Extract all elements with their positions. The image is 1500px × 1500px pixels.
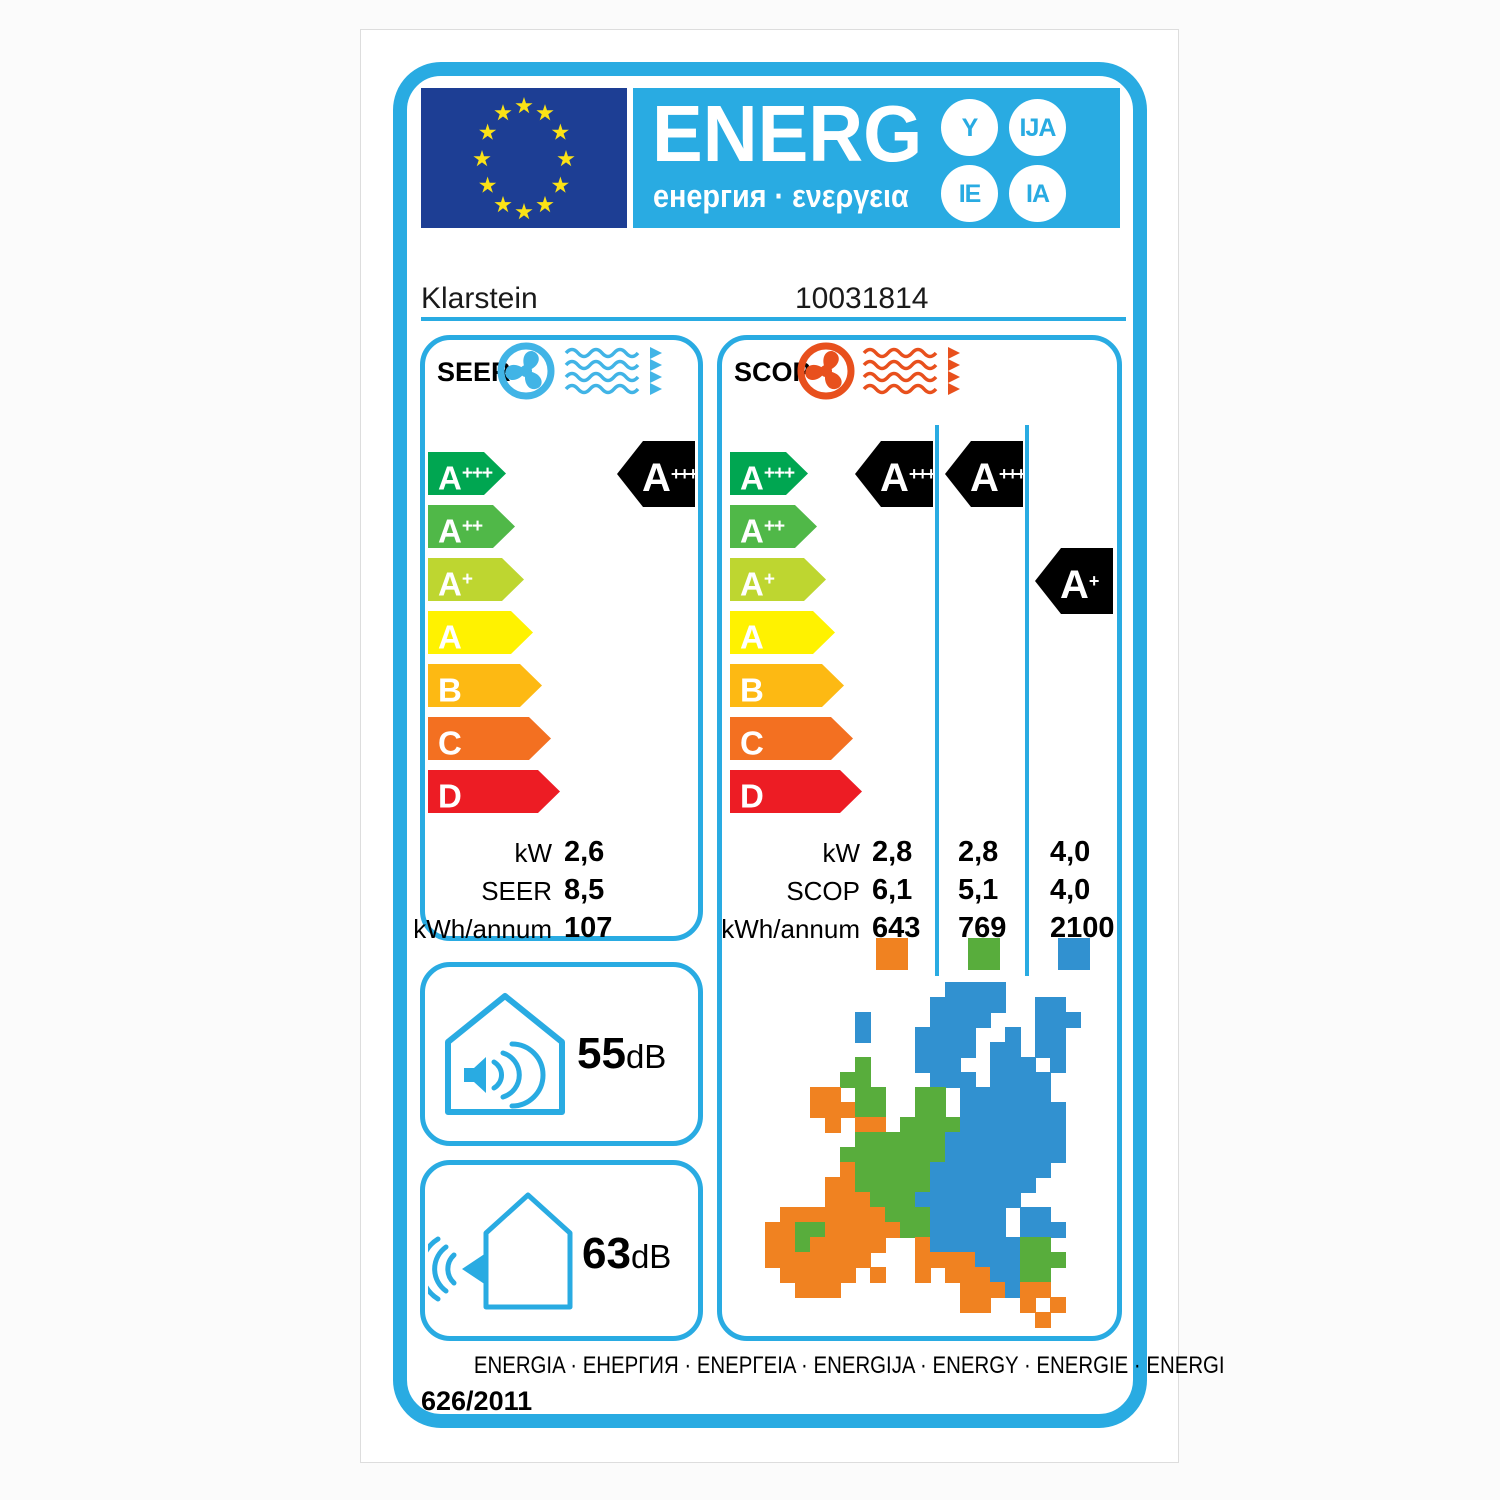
seer-annum-label: kWh/annum	[413, 914, 552, 944]
scop-kw-warm: 2,8	[872, 836, 913, 868]
warm-airflow-icon	[862, 347, 960, 395]
energy-subtext: енергия · ενεργεια	[653, 178, 909, 214]
seer-annum-value: 107	[564, 912, 613, 944]
scop-scop-warm: 6,1	[872, 874, 913, 906]
europe-climate-map	[765, 982, 1081, 1328]
outdoor-noise-panel	[420, 1160, 703, 1341]
seer-kw-value: 2,6	[564, 836, 605, 868]
seer-seer-label: SEER	[481, 876, 552, 906]
cooling-fan-icon	[497, 342, 555, 400]
class-arrow: C	[730, 717, 853, 760]
class-arrow: A+	[730, 558, 826, 601]
class-arrow: A	[730, 611, 835, 654]
model-number: 10031814	[795, 282, 929, 315]
badge-y: Y	[941, 99, 998, 156]
outdoor-noise-value: 63dB	[582, 1229, 672, 1278]
zone-square-cold	[1058, 938, 1090, 970]
class-arrow: C	[428, 717, 551, 760]
scop-scop-cold: 4,0	[1050, 874, 1091, 906]
scop-kw-average: 2,8	[958, 836, 999, 868]
seer-kw-label: kW	[514, 838, 552, 868]
energy-wordmark: ENERG	[652, 89, 923, 178]
eu-stars-icon	[473, 97, 575, 220]
class-arrow: B	[428, 664, 542, 707]
regulation-number: 626/2011	[421, 1386, 533, 1416]
zone-square-warm	[876, 938, 908, 970]
outdoor-noise-icon	[428, 1192, 573, 1310]
footer-languages: ENERGIA · ЕНЕРГИЯ · ENEPΓEIA · ENERGIJA …	[473, 1352, 1225, 1379]
seer-seer-value: 8,5	[564, 874, 605, 906]
class-arrow: D	[730, 770, 862, 813]
scop-rating-arrow-cold: A+	[1035, 548, 1113, 614]
header-divider	[421, 317, 1126, 321]
scop-annum-label: kWh/annum	[721, 914, 860, 944]
zone-divider-line	[935, 425, 939, 976]
badge-ia: IA	[1009, 165, 1066, 222]
badge-ija: IJA	[1009, 99, 1066, 156]
cool-airflow-icon	[564, 347, 662, 395]
brand-name: Klarstein	[421, 282, 538, 315]
class-arrow: A+	[428, 558, 524, 601]
indoor-noise-icon	[445, 993, 565, 1115]
indoor-noise-panel	[420, 962, 703, 1146]
seer-panel	[420, 335, 703, 941]
class-arrow: A	[428, 611, 533, 654]
class-arrow: B	[730, 664, 844, 707]
scop-kw-cold: 4,0	[1050, 836, 1091, 868]
scop-scop-average: 5,1	[958, 874, 999, 906]
badge-ie: IE	[941, 165, 998, 222]
scop-scop-label: SCOP	[786, 876, 860, 906]
heating-fan-icon	[797, 342, 855, 400]
scop-kw-label: kW	[822, 838, 860, 868]
scop-panel	[717, 335, 1122, 1341]
zone-square-average	[968, 938, 1000, 970]
class-arrow: D	[428, 770, 560, 813]
eu-flag-logo	[421, 88, 627, 228]
indoor-noise-value: 55dB	[577, 1029, 667, 1078]
zone-divider-line	[1025, 425, 1029, 976]
